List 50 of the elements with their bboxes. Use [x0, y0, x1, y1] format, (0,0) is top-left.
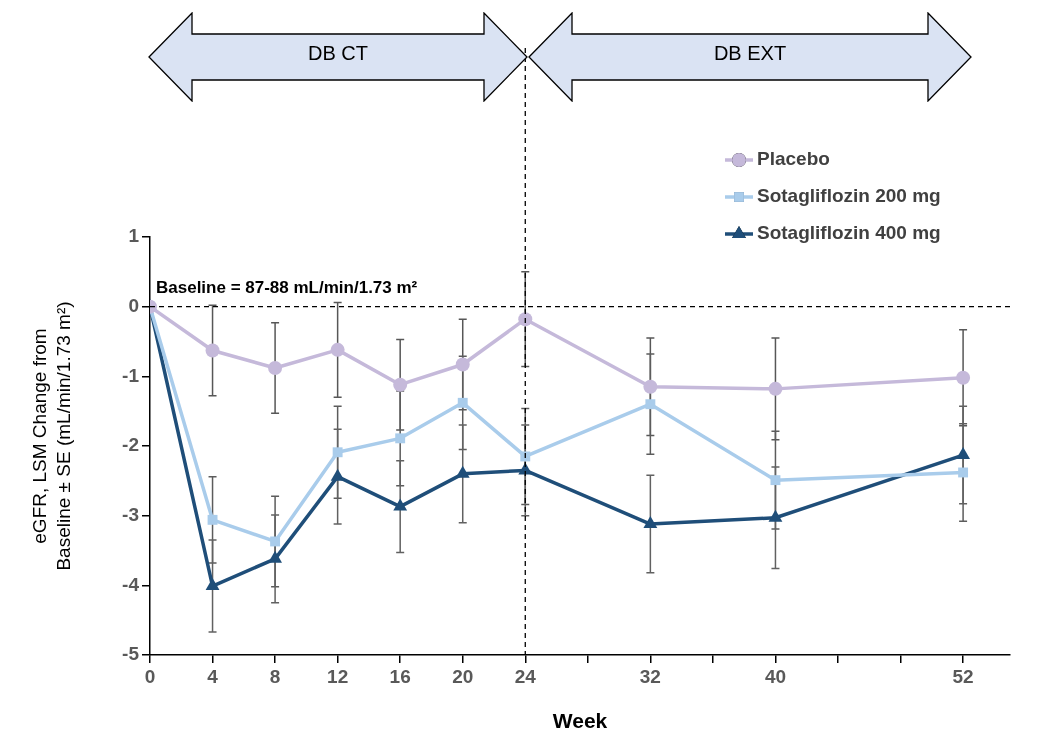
x-tick-label: 12: [327, 665, 349, 687]
point: [457, 397, 468, 408]
point: [643, 516, 658, 529]
point: [768, 509, 783, 522]
point: [455, 465, 470, 478]
x-axis-title: Week: [552, 709, 608, 733]
x-tick-label: 40: [764, 665, 787, 687]
annotation: Baseline = 87-88 mL/min/1.73 m²: [156, 277, 418, 297]
point: [645, 399, 656, 410]
x-tick-label: 4: [207, 665, 219, 687]
point: [956, 370, 971, 385]
point: [330, 468, 345, 481]
point: [768, 381, 783, 396]
point: [958, 467, 969, 478]
text: DB CT: [307, 42, 369, 65]
x-tick-label: 20: [452, 665, 474, 687]
x-tick-label: 16: [389, 665, 411, 687]
y-tick-label: 0: [128, 294, 139, 316]
legend-label: Sotagliflozin 400 mg: [757, 222, 941, 244]
legend-label: Sotagliflozin 200 mg: [757, 185, 941, 207]
x-tick-label: 52: [952, 665, 974, 687]
legend-label: Placebo: [757, 148, 830, 170]
point: [643, 379, 658, 394]
x-tick-label: 24: [514, 665, 537, 687]
text: DB EXT: [712, 42, 788, 65]
point: [956, 447, 971, 460]
point: [393, 377, 408, 392]
point: [205, 578, 220, 591]
point: [270, 536, 281, 547]
x-tick-label: 32: [639, 665, 661, 687]
point: [395, 433, 406, 444]
y-tick-label: -2: [122, 434, 139, 456]
y-tick-label: -4: [122, 573, 140, 595]
point: [393, 498, 408, 511]
point: [205, 343, 220, 358]
point: [268, 550, 283, 563]
y-tick-label: -1: [122, 364, 140, 386]
y-tick-label: 1: [128, 225, 140, 247]
y-tick-label: -5: [122, 643, 140, 665]
point: [330, 342, 345, 357]
point: [518, 312, 533, 327]
point: [332, 447, 343, 458]
point: [207, 514, 218, 525]
point: [770, 475, 781, 486]
x-tick-label: 0: [144, 665, 156, 687]
point: [268, 360, 283, 375]
y-axis-title: eGFR, LSM Change from Baseline ± SE (mL/min/1.73 m²): [28, 300, 75, 573]
point: [455, 357, 470, 372]
x-tick-label: 8: [269, 665, 281, 687]
y-tick-label: -3: [122, 503, 139, 525]
